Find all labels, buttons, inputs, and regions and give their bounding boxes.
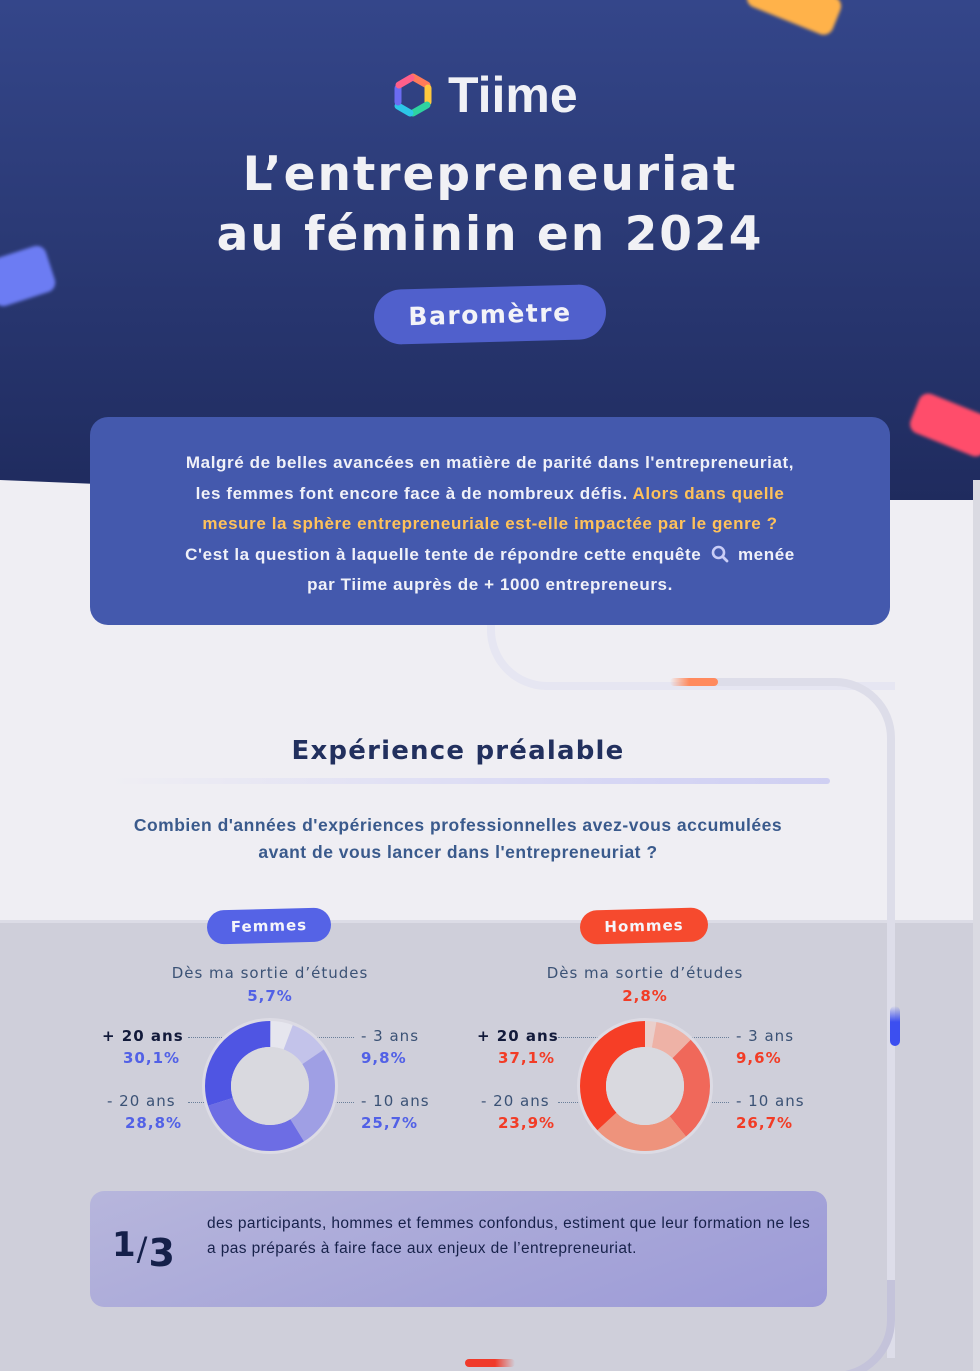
category-label-plus-20-ans: + 20 ans [102, 1027, 184, 1045]
key-stat-card: 1/3 des participants, hommes et femmes c… [90, 1191, 827, 1307]
value-moins-10-ans: 26,7% [736, 1114, 794, 1132]
leader-line [679, 1037, 729, 1038]
intro-line: par Tiime auprès de + 1000 entrepreneurs… [307, 575, 673, 594]
value-plus-20-ans: 37,1% [498, 1049, 556, 1067]
leader-line [558, 1037, 630, 1038]
value-moins-3-ans: 9,8% [361, 1049, 407, 1067]
value-moins-10-ans: 25,7% [361, 1114, 419, 1132]
value-plus-20-ans: 30,1% [123, 1049, 181, 1067]
value-moins-3-ans: 9,6% [736, 1049, 782, 1067]
femmes-donut [202, 1018, 338, 1154]
value-moins-20-ans: 23,9% [498, 1114, 556, 1132]
title-line-2: au féminin en 2024 [216, 207, 764, 262]
category-label-sortie-etudes: Dès ma sortie d’études [171, 964, 369, 982]
femmes-donut-chart: Dès ma sortie d’études 5,7% + 20 ans 30,… [90, 960, 450, 1154]
intro-highlight: Alors dans quelle [632, 483, 785, 503]
path-line [110, 1280, 895, 1371]
hexagon-logo-icon [394, 73, 432, 117]
question-line: Combien d'années d'expériences professio… [133, 815, 783, 835]
value-sortie-etudes: 5,7% [247, 987, 293, 1005]
intro-line: les femmes font encore face à de nombreu… [110, 479, 870, 510]
survey-question: Combien d'années d'expériences professio… [80, 812, 836, 866]
stat-denominator: 3 [148, 1231, 175, 1275]
hommes-donut [577, 1018, 713, 1154]
hero-banner [0, 0, 980, 500]
category-label-moins-20-ans: - 20 ans [481, 1092, 550, 1110]
barometre-badge: Baromètre [373, 283, 607, 346]
category-label-moins-10-ans: - 10 ans [736, 1092, 805, 1110]
progress-marker-red [465, 1359, 515, 1367]
intro-text: les femmes font encore face à de nombreu… [195, 483, 633, 503]
hommes-donut-chart: Dès ma sortie d’études 2,8% + 20 ans 37,… [465, 960, 825, 1154]
stat-description: des participants, hommes et femmes confo… [207, 1215, 811, 1257]
intro-card: Malgré de belles avancées en matière de … [90, 417, 890, 625]
value-sortie-etudes: 2,8% [622, 987, 668, 1005]
page-edge [973, 480, 980, 1371]
section-title: Expérience préalable [291, 736, 625, 766]
search-icon [711, 545, 729, 562]
progress-marker-blue [890, 1006, 900, 1046]
category-label-moins-3-ans: - 3 ans [361, 1027, 420, 1045]
stat-numerator: 1 [112, 1225, 136, 1265]
progress-marker-orange [670, 678, 718, 686]
value-moins-20-ans: 28,8% [125, 1114, 183, 1132]
brand-name: Tiime [448, 67, 578, 123]
leader-line [558, 1102, 598, 1103]
title-line-1: L’entrepreneuriat [242, 147, 738, 202]
intro-line: Malgré de belles avancées en matière de … [185, 453, 795, 472]
brand-logo: Tiime [390, 66, 578, 124]
stat-slash: / [136, 1230, 148, 1268]
category-label-moins-10-ans: - 10 ans [361, 1092, 430, 1110]
category-label-moins-20-ans: - 20 ans [107, 1092, 176, 1110]
intro-text: menée [737, 544, 795, 564]
intro-line: C'est la question à laquelle tente de ré… [110, 540, 870, 571]
category-label-plus-20-ans: + 20 ans [477, 1027, 559, 1045]
intro-text: C'est la question à laquelle tente de ré… [185, 544, 702, 564]
hommes-badge: Hommes [579, 907, 709, 945]
path-line [487, 600, 895, 690]
intro-highlight: mesure la sphère entrepreneuriale est-el… [202, 514, 778, 533]
stat-fraction: 1/3 [112, 1221, 175, 1275]
section-underline [110, 778, 830, 784]
category-label-sortie-etudes: Dès ma sortie d’études [546, 964, 744, 982]
page-title: L’entrepreneuriat au féminin en 2024 [0, 145, 980, 265]
leader-line [306, 1037, 354, 1038]
category-label-moins-3-ans: - 3 ans [736, 1027, 795, 1045]
femmes-badge: Femmes [206, 907, 332, 945]
question-line: avant de vous lancer dans l'entrepreneur… [258, 842, 658, 862]
